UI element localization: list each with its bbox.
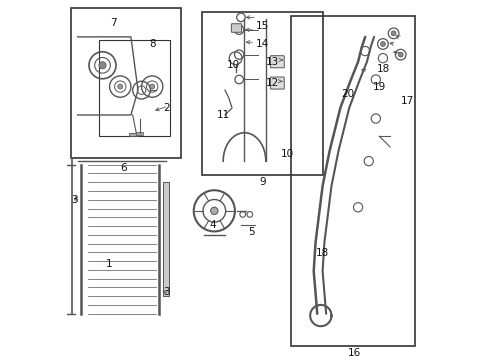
Text: 7: 7 — [110, 18, 116, 28]
Text: 3: 3 — [71, 195, 77, 205]
Text: 17: 17 — [400, 96, 413, 106]
Text: 5: 5 — [248, 227, 254, 237]
Bar — [290, 15, 414, 346]
Text: 13: 13 — [266, 57, 279, 67]
Text: 2: 2 — [163, 103, 169, 113]
Text: 12: 12 — [266, 78, 279, 88]
Text: 14: 14 — [255, 39, 268, 49]
Bar — [163, 183, 168, 296]
Text: 11: 11 — [216, 110, 229, 120]
FancyBboxPatch shape — [270, 56, 284, 68]
Text: 20: 20 — [340, 89, 353, 99]
Circle shape — [397, 52, 403, 57]
Circle shape — [149, 84, 154, 89]
Text: 10: 10 — [227, 60, 240, 70]
Circle shape — [99, 62, 106, 69]
Text: 15: 15 — [255, 21, 268, 31]
Text: 3: 3 — [163, 288, 169, 297]
FancyBboxPatch shape — [270, 77, 284, 89]
Circle shape — [118, 84, 122, 89]
Bar — [136, 132, 143, 135]
Bar — [129, 133, 138, 136]
Bar — [99, 40, 170, 136]
Text: 1: 1 — [106, 259, 113, 269]
Circle shape — [390, 31, 395, 36]
Text: 4: 4 — [209, 220, 215, 230]
Bar — [202, 12, 322, 175]
Text: 6: 6 — [120, 163, 127, 173]
FancyBboxPatch shape — [231, 24, 241, 32]
Text: 18: 18 — [315, 248, 328, 258]
Circle shape — [210, 207, 218, 215]
Circle shape — [380, 41, 385, 46]
Text: 10: 10 — [280, 149, 293, 159]
Text: 16: 16 — [347, 348, 361, 358]
Text: 18: 18 — [376, 64, 389, 74]
Text: 8: 8 — [148, 39, 155, 49]
Text: 19: 19 — [372, 82, 385, 91]
Text: 9: 9 — [259, 177, 265, 188]
Bar — [70, 9, 180, 158]
